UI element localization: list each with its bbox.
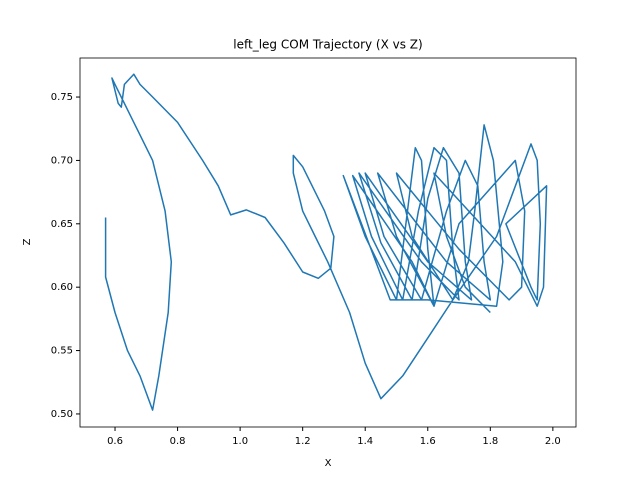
plot-frame: [79, 57, 577, 428]
x-tick-label: 1.8: [482, 436, 498, 447]
x-tick-label: 1.0: [232, 436, 248, 447]
y-tick-label: 0.50: [51, 409, 73, 420]
y-tick-label: 0.60: [51, 282, 73, 293]
x-tick-label: 1.2: [295, 436, 311, 447]
y-tick-label: 0.75: [51, 92, 73, 103]
y-tick-label: 0.55: [51, 346, 73, 357]
y-tick-label: 0.70: [51, 155, 73, 166]
x-tick-label: 1.6: [420, 436, 436, 447]
x-axis-label: X: [325, 458, 332, 469]
x-tick-label: 1.4: [357, 436, 373, 447]
chart-title: left_leg COM Trajectory (X vs Z): [233, 38, 422, 52]
x-tick-label: 2.0: [545, 436, 561, 447]
y-axis-label: Z: [22, 238, 33, 245]
trajectory-line: [104, 73, 548, 411]
x-tick-label: 0.6: [107, 436, 123, 447]
x-tick-label: 0.8: [170, 436, 186, 447]
y-tick-label: 0.65: [51, 219, 73, 230]
